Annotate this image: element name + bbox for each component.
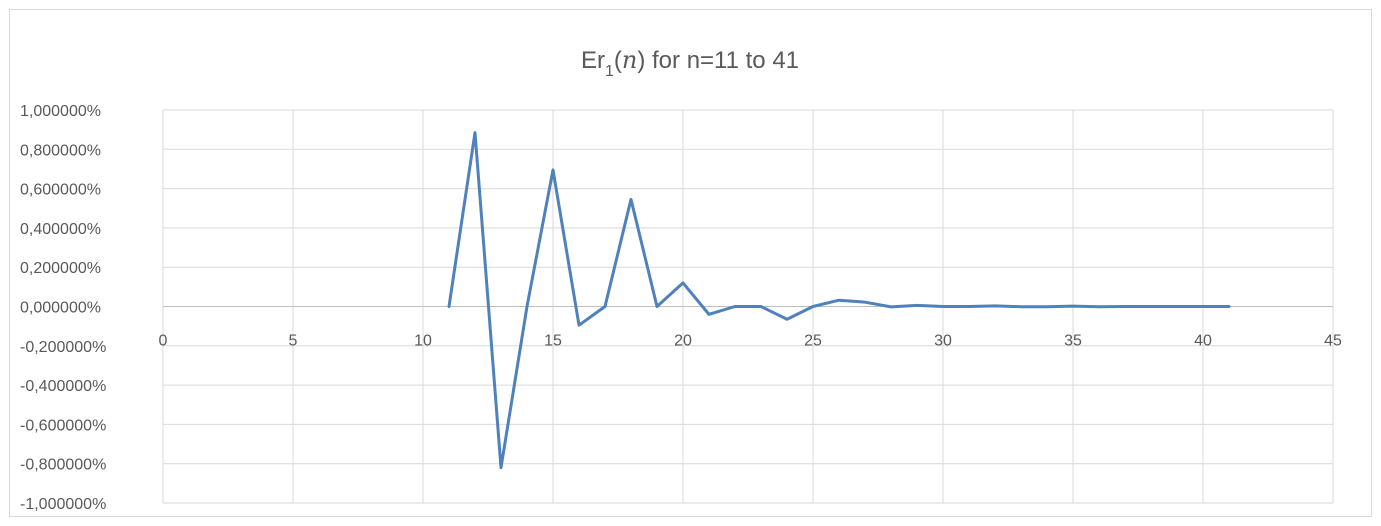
chart-area — [9, 9, 1372, 517]
y-tick-labels: 1,000000% 0,800000% 0,600000% 0,400000% 0,20… — [20, 103, 106, 513]
title-variable: n — [622, 46, 637, 74]
x-tick-label: 0 — [159, 333, 168, 350]
series-lines — [447, 131, 1231, 470]
title-subscript: 1 — [605, 63, 614, 80]
x-tick-label: 25 — [804, 333, 822, 350]
y-tick-label: 1,000000% — [20, 103, 101, 120]
title-open-paren: ( — [614, 47, 622, 74]
y-tick-label: 0,200000% — [20, 260, 101, 277]
y-tick-label: -0,400000% — [20, 378, 106, 395]
title-prefix: Er — [581, 47, 605, 74]
title-close-paren: ) — [637, 47, 645, 74]
series-line — [447, 131, 1231, 470]
y-tick-label: 0,000000% — [20, 300, 101, 317]
x-tick-label: 5 — [289, 333, 298, 350]
y-tick-label: -0,800000% — [20, 457, 106, 474]
x-tick-label: 20 — [674, 333, 692, 350]
y-tick-label: -0,600000% — [20, 417, 106, 434]
x-tick-label: 45 — [1324, 333, 1342, 350]
x-tick-label: 10 — [414, 333, 432, 350]
title-suffix: for n=11 to 41 — [645, 47, 799, 74]
x-tick-label: 40 — [1194, 333, 1212, 350]
x-tick-labels: 0 5 10 15 20 25 30 35 40 45 — [159, 333, 1342, 350]
y-tick-label: 0,600000% — [20, 182, 101, 199]
x-tick-label: 15 — [544, 333, 562, 350]
x-tick-label: 35 — [1064, 333, 1082, 350]
y-tick-label: -0,200000% — [20, 339, 106, 356]
horizontal-gridlines — [163, 109, 1333, 504]
y-tick-label: 0,400000% — [20, 221, 101, 238]
y-tick-label: -1,000000% — [20, 496, 106, 513]
chart-title: Er1(n) for n=11 to 41 — [581, 46, 799, 80]
x-tick-label: 30 — [934, 333, 952, 350]
y-tick-label: 0,800000% — [20, 142, 101, 159]
